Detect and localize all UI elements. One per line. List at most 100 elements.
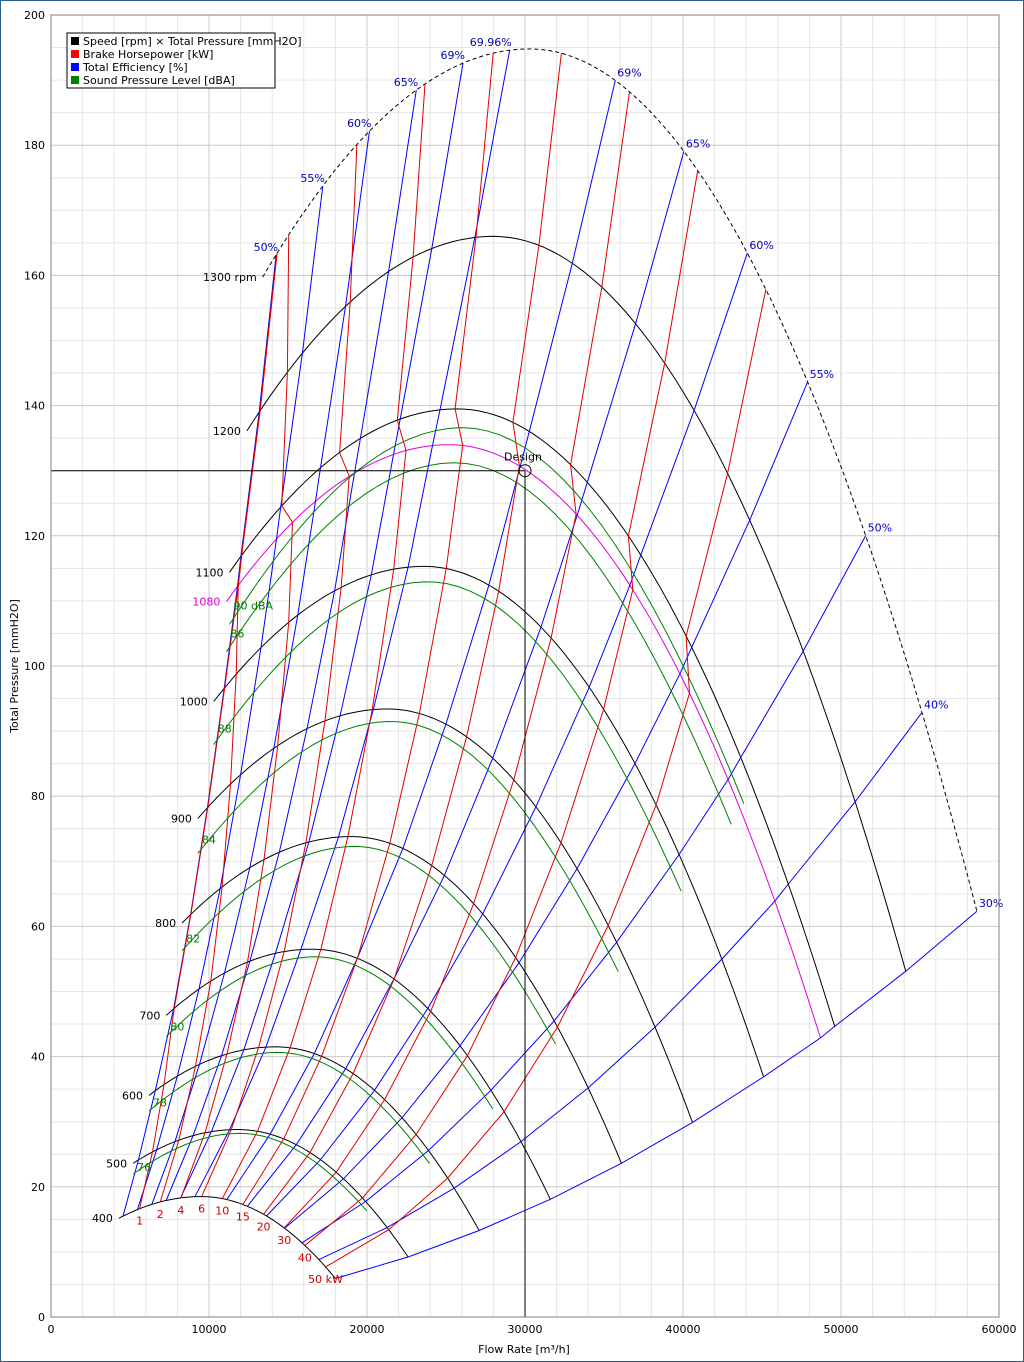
power-label: 1 bbox=[136, 1215, 143, 1228]
power-line bbox=[263, 53, 562, 1215]
efficiency-label: 55% bbox=[300, 172, 324, 185]
x-tick-label: 0 bbox=[48, 1323, 55, 1336]
y-tick-label: 160 bbox=[24, 269, 45, 282]
efficiency-label: 65% bbox=[394, 76, 418, 89]
efficiency-line bbox=[165, 90, 417, 1201]
power-line bbox=[180, 234, 294, 1199]
sound-line bbox=[225, 462, 732, 825]
sound-line bbox=[165, 956, 494, 1110]
speed-curve bbox=[225, 444, 821, 1039]
efficiency-line bbox=[180, 63, 464, 1199]
y-tick-label: 80 bbox=[31, 790, 45, 803]
y-tick-label: 120 bbox=[24, 530, 45, 543]
x-tick-label: 60000 bbox=[982, 1323, 1017, 1336]
y-tick-label: 200 bbox=[24, 9, 45, 22]
sound-line bbox=[148, 1051, 430, 1164]
sound-line bbox=[229, 427, 745, 804]
power-label: 20 bbox=[257, 1220, 271, 1233]
efficiency-line bbox=[247, 151, 685, 1207]
efficiency-label: 30% bbox=[979, 897, 1003, 910]
power-line bbox=[221, 83, 426, 1199]
sound-line bbox=[181, 846, 556, 1045]
speed-curve-label: 1100 bbox=[196, 566, 224, 579]
speed-curve bbox=[262, 48, 978, 912]
power-label: 2 bbox=[157, 1208, 164, 1221]
legend-item-efficiency: Total Efficiency [%] bbox=[82, 61, 188, 74]
efficiency-label: 60% bbox=[347, 117, 371, 130]
x-tick-label: 20000 bbox=[350, 1323, 385, 1336]
speed-curve-label: 1080 bbox=[192, 596, 220, 609]
efficiency-label: 50% bbox=[868, 522, 892, 535]
efficiency-label: 69.96% bbox=[470, 36, 512, 49]
y-tick-label: 140 bbox=[24, 400, 45, 413]
speed-curve bbox=[165, 948, 551, 1200]
y-axis-label: Total Pressure [mmH2O] bbox=[8, 599, 21, 734]
sound-line bbox=[132, 1132, 368, 1212]
speed-curve bbox=[181, 836, 622, 1164]
speed-curve bbox=[229, 408, 836, 1027]
efficiency-line bbox=[301, 535, 867, 1244]
speed-curve-label: 500 bbox=[106, 1157, 127, 1170]
speed-curve bbox=[246, 235, 907, 972]
plot-border bbox=[50, 14, 1000, 1318]
legend-swatch-efficiency bbox=[71, 63, 79, 71]
efficiency-label: 60% bbox=[749, 239, 773, 252]
power-label: 6 bbox=[198, 1203, 205, 1216]
sound-label: 88 bbox=[218, 722, 232, 735]
speed-curve-label: 1200 bbox=[213, 425, 241, 438]
y-tick-label: 20 bbox=[31, 1181, 45, 1194]
x-tick-label: 30000 bbox=[508, 1323, 543, 1336]
legend-item-sound: Sound Pressure Level [dBA] bbox=[83, 74, 235, 87]
legend-item-power: Brake Horsepower [kW] bbox=[83, 48, 213, 61]
sound-label: 84 bbox=[202, 833, 216, 846]
efficiency-label: 50% bbox=[254, 241, 278, 254]
power-line bbox=[159, 253, 278, 1203]
efficiency-line bbox=[226, 80, 616, 1200]
sound-label: 78 bbox=[153, 1097, 167, 1110]
speed-curve-label: 600 bbox=[122, 1089, 143, 1102]
efficiency-line bbox=[151, 130, 370, 1205]
legend-swatch-speed bbox=[71, 37, 79, 45]
power-line bbox=[304, 170, 699, 1246]
x-tick-label: 50000 bbox=[824, 1323, 859, 1336]
efficiency-label: 69% bbox=[617, 66, 641, 79]
grid bbox=[50, 14, 1000, 1318]
y-tick-label: 180 bbox=[24, 139, 45, 152]
x-tick-label: 10000 bbox=[192, 1323, 227, 1336]
legend-swatch-sound bbox=[71, 76, 79, 84]
speed-curve-label: 900 bbox=[171, 812, 192, 825]
speed-curve-label: 700 bbox=[139, 1009, 160, 1022]
legend: Speed [rpm] × Total Pressure [mmH2O] Bra… bbox=[66, 32, 302, 89]
efficiency-line bbox=[136, 185, 324, 1210]
efficiency-line bbox=[318, 712, 923, 1261]
speed-curve-label: 1000 bbox=[180, 696, 208, 709]
power-line bbox=[325, 289, 767, 1268]
efficiency-label: 55% bbox=[810, 368, 834, 381]
design-point-marker bbox=[518, 464, 532, 478]
speed-curve-label: 1300 rpm bbox=[203, 271, 257, 284]
design-point-label: Design bbox=[504, 451, 542, 464]
efficiency-label: 69% bbox=[441, 49, 465, 62]
y-tick-label: 0 bbox=[38, 1311, 45, 1324]
speed-curve-label: 800 bbox=[155, 917, 176, 930]
speed-curve bbox=[197, 708, 693, 1123]
sound-label: 90 dBA bbox=[234, 600, 274, 613]
efficiency-line bbox=[266, 252, 748, 1217]
efficiency-label: 65% bbox=[686, 137, 710, 150]
axes: 0 10000 20000 30000 40000 50000 60000 0 20 40 60 80… bbox=[24, 9, 1017, 1336]
sound-label: 82 bbox=[186, 933, 200, 946]
sound-label: 76 bbox=[137, 1161, 151, 1174]
power-label: 10 bbox=[215, 1205, 229, 1218]
sound-label: 80 bbox=[170, 1020, 184, 1033]
y-tick-label: 100 bbox=[24, 660, 45, 673]
speed-curve-label: 400 bbox=[92, 1212, 113, 1225]
power-line bbox=[283, 91, 630, 1229]
y-tick-label: 60 bbox=[31, 920, 45, 933]
efficiency-line bbox=[335, 910, 978, 1279]
power-label: 50 kW bbox=[308, 1273, 343, 1286]
power-label: 4 bbox=[177, 1204, 184, 1217]
curves-layer bbox=[51, 48, 978, 1317]
